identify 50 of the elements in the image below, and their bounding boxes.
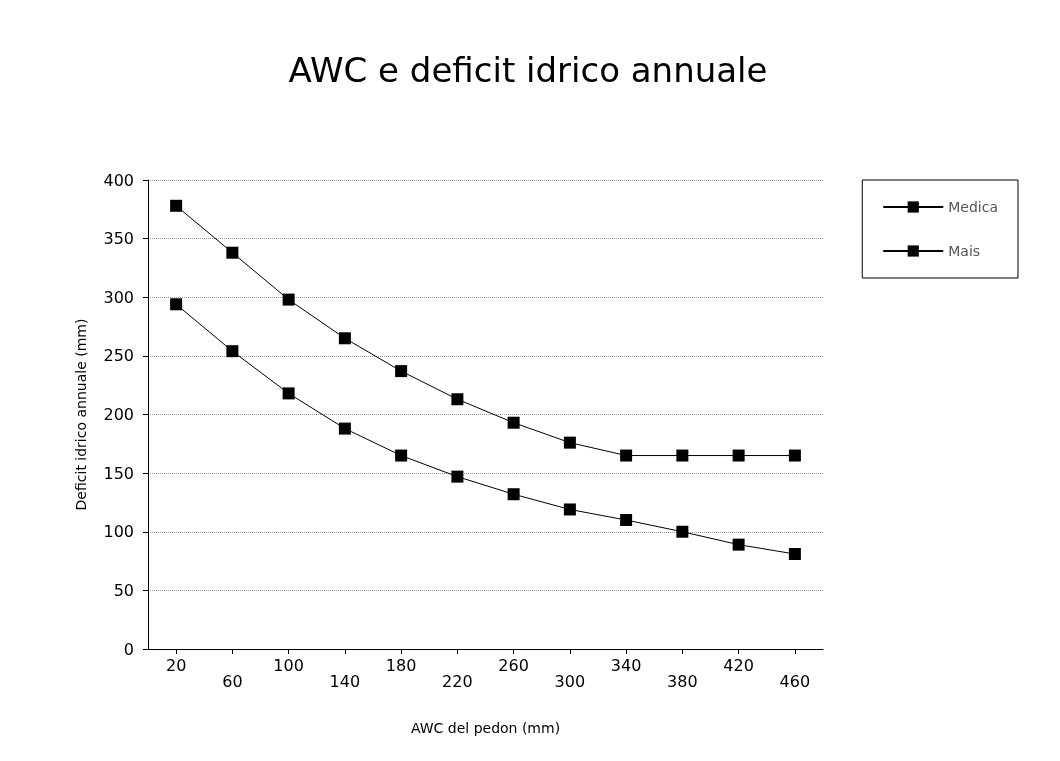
legend-label: Medica <box>948 199 998 215</box>
point <box>507 416 520 429</box>
x-tick-label: 100 <box>273 655 304 675</box>
chart-title: AWC e deficit idrico annuale <box>288 50 768 90</box>
y-tick-label: 400 <box>103 170 134 190</box>
point <box>282 387 295 400</box>
legend-label: Mais <box>948 243 981 259</box>
point <box>620 514 633 527</box>
y-tick-label: 350 <box>103 229 134 249</box>
x-tick-label: 340 <box>610 655 642 675</box>
point <box>282 293 295 306</box>
x-tick-label: 180 <box>385 655 417 675</box>
point <box>451 470 464 483</box>
point <box>170 199 183 212</box>
y-tick-label: 0 <box>123 639 134 659</box>
point <box>395 449 408 462</box>
x-tick-label: 420 <box>723 655 754 675</box>
y-tick-label: 250 <box>103 346 134 366</box>
y-tick-label: 200 <box>103 405 134 424</box>
y-tick-label: 300 <box>103 287 134 307</box>
point <box>226 246 239 259</box>
point <box>788 548 801 561</box>
y-tick-label: 50 <box>113 580 134 600</box>
point <box>507 488 520 501</box>
x-tick-label: 60 <box>222 671 243 691</box>
point <box>338 332 351 345</box>
point <box>451 393 464 406</box>
x-axis-title: AWC del pedon (mm) <box>410 720 561 736</box>
point <box>395 365 408 378</box>
point <box>563 503 576 516</box>
x-tick-label: 20 <box>165 655 187 675</box>
y-axis-title: Deficit idrico annuale (mm) <box>73 318 89 511</box>
point <box>732 449 745 462</box>
point <box>676 525 689 538</box>
point <box>620 449 633 462</box>
y-tick-label: 150 <box>103 463 134 483</box>
point <box>788 449 801 462</box>
x-tick-label: 460 <box>779 671 811 691</box>
x-tick-label: 260 <box>498 655 529 675</box>
y-tick-label: 100 <box>103 522 134 542</box>
x-tick-label: 140 <box>329 671 361 691</box>
point <box>170 298 183 311</box>
point <box>732 538 745 551</box>
point <box>226 345 239 358</box>
x-tick-label: 300 <box>554 671 586 691</box>
x-tick-label: 220 <box>442 671 473 691</box>
point <box>338 422 351 435</box>
x-tick-label: 380 <box>667 671 698 691</box>
point <box>563 436 576 449</box>
point <box>676 449 689 462</box>
